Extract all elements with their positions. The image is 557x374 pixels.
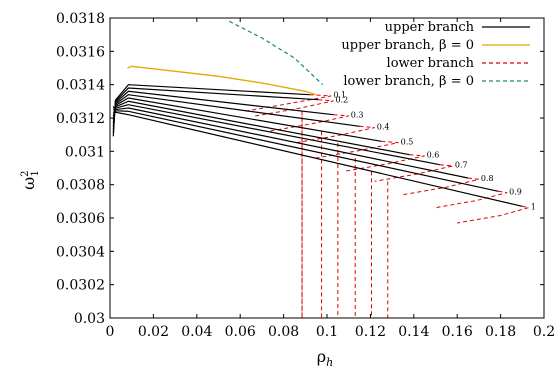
- plot-marks: 0.10.20.3 0.4 0.5 0.6 0.7 0.8 0.9 1: [112, 20, 536, 318]
- y-tick-label: 0.031: [65, 144, 105, 160]
- beta-annotation: 0.2: [336, 96, 349, 105]
- y-tick-label: 0.0308: [56, 178, 105, 194]
- x-tick-label: 0.08: [268, 324, 299, 340]
- beta-annotation: 0.1: [333, 91, 346, 100]
- beta-annotation: 1: [531, 202, 536, 211]
- y-tick-label: 0.0302: [56, 278, 105, 294]
- lower-branch-line: [402, 177, 480, 196]
- lower-branch-line: [433, 190, 508, 209]
- upper-branch-line: [112, 107, 469, 179]
- legend-label: lower branch, β = 0: [343, 74, 474, 89]
- legend-label: upper branch, β = 0: [341, 38, 474, 53]
- x-tick-label: 0.2: [533, 324, 555, 340]
- lower-branch-line: [253, 99, 334, 117]
- y-tick-label: 0.0316: [56, 44, 105, 60]
- axis-ticks: 0 0.02 0.04 0.06 0.08 0.1 0.12 0.14 0.16 0.18 0.20…: [56, 11, 555, 340]
- x-tick-label: 0.1: [316, 324, 338, 340]
- legend-label: upper branch: [385, 20, 475, 35]
- lower-branch-line: [316, 140, 399, 159]
- beta-annotation: 0.6: [427, 151, 440, 160]
- y-tick-label: 0.0314: [56, 78, 105, 94]
- upper-branch-line: [113, 109, 499, 192]
- y-tick-label: 0.0306: [56, 211, 105, 227]
- lower-branch-line: [344, 154, 425, 172]
- y-tick-label: 0.0318: [56, 11, 105, 27]
- lower-branch-beta0-line: [229, 20, 324, 86]
- x-tick-label: 0.06: [225, 324, 256, 340]
- beta-annotation: 0.8: [481, 174, 494, 183]
- x-tick-label: 0.12: [355, 324, 386, 340]
- upper-branch-line: [112, 106, 523, 207]
- plot-frame: [109, 17, 545, 319]
- legend: upper branch upper branch, β = 0 lower bra…: [341, 20, 530, 89]
- upper-branch-beta0-line: [127, 65, 317, 96]
- y-tick-label: 0.0304: [56, 244, 105, 260]
- x-tick-label: 0.04: [181, 324, 212, 340]
- x-axis-label: ρh: [317, 347, 334, 369]
- beta-annotation: 0.3: [351, 111, 364, 120]
- x-tick-label: 0.14: [398, 324, 429, 340]
- upper-branch-line: [112, 104, 440, 166]
- y-tick-label: 0.03: [74, 311, 105, 327]
- x-tick-label: 0.02: [138, 324, 169, 340]
- lower-branch-line: [457, 205, 529, 224]
- x-tick-label: 0.18: [485, 324, 516, 340]
- lower-branch-line: [268, 114, 349, 132]
- x-tick-label: 0.16: [442, 324, 473, 340]
- beta-annotation: 0.7: [455, 161, 468, 170]
- lower-branch-line: [244, 94, 332, 112]
- beta-annotation: 0.4: [377, 122, 390, 131]
- lower-branch-line: [294, 125, 375, 144]
- y-axis-label: ω21: [19, 170, 41, 190]
- beta-annotation: 0.9: [509, 187, 522, 196]
- x-tick-label: 0: [106, 324, 115, 340]
- legend-label: lower branch: [387, 56, 475, 71]
- upper-branch-line: [112, 100, 410, 156]
- beta-annotation: 0.5: [401, 137, 414, 146]
- y-tick-label: 0.0312: [56, 111, 105, 127]
